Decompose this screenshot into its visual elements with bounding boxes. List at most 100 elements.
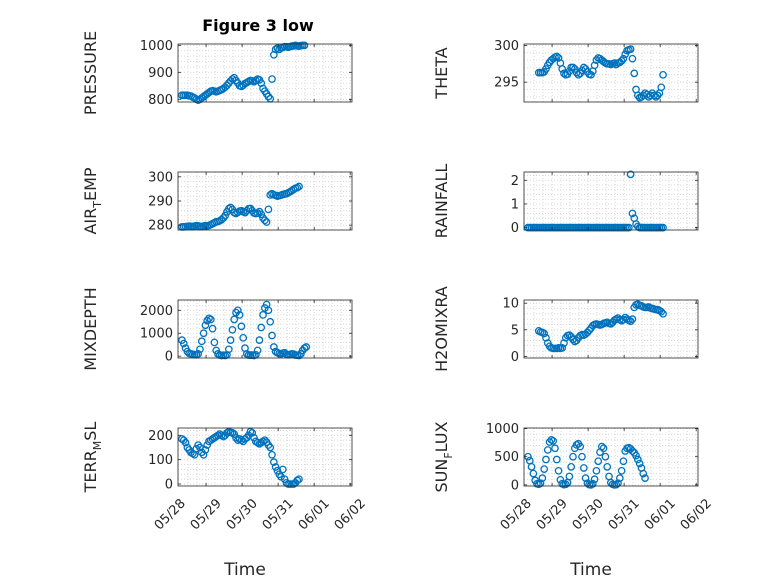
data-point <box>554 54 563 62</box>
data-point <box>228 325 237 334</box>
data-point <box>626 317 635 326</box>
series-air_temp <box>178 182 303 231</box>
data-point <box>214 431 222 440</box>
data-point <box>293 183 302 192</box>
data-point <box>569 452 577 461</box>
subplot-rainfall: 0 1 2 RAINFALL <box>432 164 699 238</box>
data-point <box>626 45 635 53</box>
data-point <box>617 466 626 475</box>
data-point <box>201 446 210 454</box>
data-point <box>619 315 628 324</box>
data-point <box>527 463 536 471</box>
figure-title: Figure 3 low <box>202 16 314 35</box>
axes-box <box>523 299 699 359</box>
data-point <box>626 170 635 179</box>
data-point <box>248 429 257 437</box>
data-point <box>619 54 628 63</box>
y-axis-label: AIRTEMP <box>81 167 104 234</box>
data-point <box>615 474 624 482</box>
data-point <box>273 44 282 52</box>
data-point <box>657 307 666 316</box>
x-axis-label: Time <box>223 560 266 580</box>
data-point <box>590 475 599 484</box>
data-point <box>646 91 655 100</box>
series-terr_msl <box>178 427 303 488</box>
data-point <box>230 430 239 438</box>
data-point <box>542 65 550 73</box>
data-point <box>632 451 640 460</box>
data-point <box>565 472 574 481</box>
y-tick-label: 800 <box>148 93 173 108</box>
data-point <box>569 63 577 72</box>
data-point <box>542 455 550 464</box>
data-point <box>628 315 637 324</box>
data-point <box>570 65 579 73</box>
data-point <box>271 45 280 54</box>
data-point <box>260 436 269 445</box>
data-point <box>271 463 280 471</box>
subplot-air_temp: 280 290 300 AIRTEMP <box>81 167 353 235</box>
data-point <box>558 344 567 352</box>
y-axis-label: THETA <box>432 47 451 99</box>
y-tick-label: 0 <box>165 350 173 365</box>
data-point <box>552 52 561 61</box>
data-point <box>262 218 271 226</box>
grid-theta <box>524 44 698 102</box>
data-point <box>619 457 628 466</box>
series-h2omixra <box>534 300 667 353</box>
data-point <box>223 429 231 437</box>
series-theta <box>534 45 667 102</box>
y-tick-label: 280 <box>148 219 173 234</box>
data-point <box>594 457 603 466</box>
data-point <box>208 324 217 333</box>
data-point <box>233 208 242 217</box>
data-point <box>657 83 666 92</box>
data-point <box>230 315 239 324</box>
y-tick-label: 295 <box>494 76 519 91</box>
data-point <box>635 459 644 468</box>
data-point <box>549 437 558 445</box>
data-point <box>201 321 210 330</box>
y-tick-label: 300 <box>148 170 173 185</box>
data-point <box>592 56 601 65</box>
data-point <box>538 474 547 482</box>
data-point <box>599 444 608 453</box>
data-point <box>639 91 648 100</box>
y-tick-label: 2000 <box>140 304 173 319</box>
data-point <box>633 91 642 100</box>
y-tick-label: 1000 <box>140 327 173 342</box>
data-point <box>268 331 276 340</box>
data-point <box>266 443 275 452</box>
data-point <box>642 90 651 99</box>
data-point <box>269 343 278 351</box>
y-axis-label: SUNFLUX <box>432 421 455 492</box>
data-point <box>226 336 235 344</box>
data-point <box>603 463 612 471</box>
data-point <box>588 479 597 488</box>
data-point <box>624 223 633 232</box>
data-point <box>659 70 667 79</box>
data-point <box>233 436 242 445</box>
data-point <box>221 211 230 220</box>
data-point <box>266 317 275 326</box>
data-point <box>579 464 588 472</box>
data-point <box>587 70 595 79</box>
y-tick-label: 2 <box>511 174 519 189</box>
data-point <box>196 345 204 354</box>
data-point <box>612 480 621 489</box>
data-point <box>295 475 303 484</box>
y-tick-label: 100 <box>148 453 173 468</box>
data-point <box>561 480 570 489</box>
y-tick-label: 0 <box>165 478 173 493</box>
y-axis-label: H2OMIXRA <box>432 286 451 372</box>
data-point <box>592 466 601 475</box>
data-point <box>255 336 264 344</box>
data-point <box>228 75 237 83</box>
data-point <box>259 437 267 446</box>
data-point <box>259 311 267 319</box>
grid-rainfall <box>524 172 698 230</box>
data-point <box>545 438 554 446</box>
y-tick-label: 1 <box>511 197 519 212</box>
